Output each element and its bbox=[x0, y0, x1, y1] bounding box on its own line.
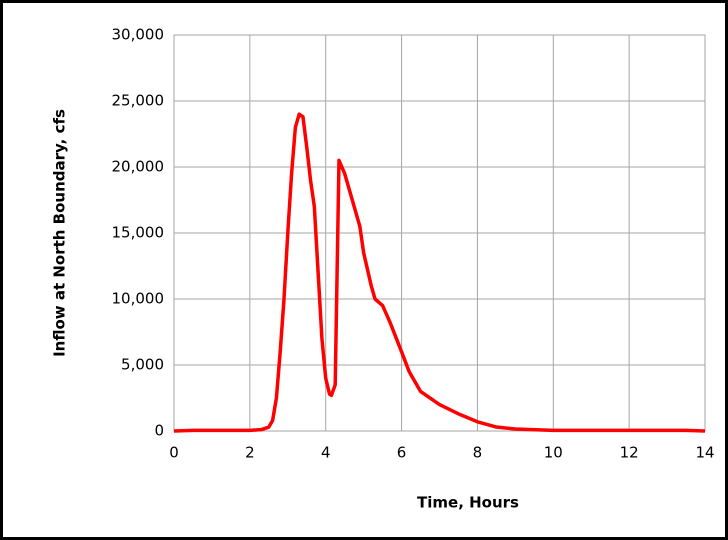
x-tick-label: 4 bbox=[321, 444, 331, 462]
x-axis-label: Time, Hours bbox=[417, 494, 519, 512]
y-tick-label: 30,000 bbox=[112, 26, 165, 44]
y-tick-label: 10,000 bbox=[112, 290, 165, 308]
x-tick-label: 14 bbox=[695, 444, 714, 462]
y-tick-label: 0 bbox=[154, 422, 164, 440]
x-tick-label: 2 bbox=[245, 444, 255, 462]
x-tick-label: 0 bbox=[169, 444, 179, 462]
data-line bbox=[173, 112, 706, 433]
x-tick-label: 10 bbox=[544, 444, 563, 462]
y-tick-label: 20,000 bbox=[112, 158, 165, 176]
y-tick-label: 15,000 bbox=[112, 224, 165, 242]
plot-frame bbox=[173, 34, 706, 432]
y-tick-label: 25,000 bbox=[112, 92, 165, 110]
x-tick-label: 12 bbox=[620, 444, 639, 462]
y-tick-label: 5,000 bbox=[121, 356, 164, 374]
x-tick-label: 6 bbox=[397, 444, 407, 462]
x-tick-label: 8 bbox=[473, 444, 483, 462]
y-axis-label: Inflow at North Boundary, cfs bbox=[51, 109, 69, 357]
